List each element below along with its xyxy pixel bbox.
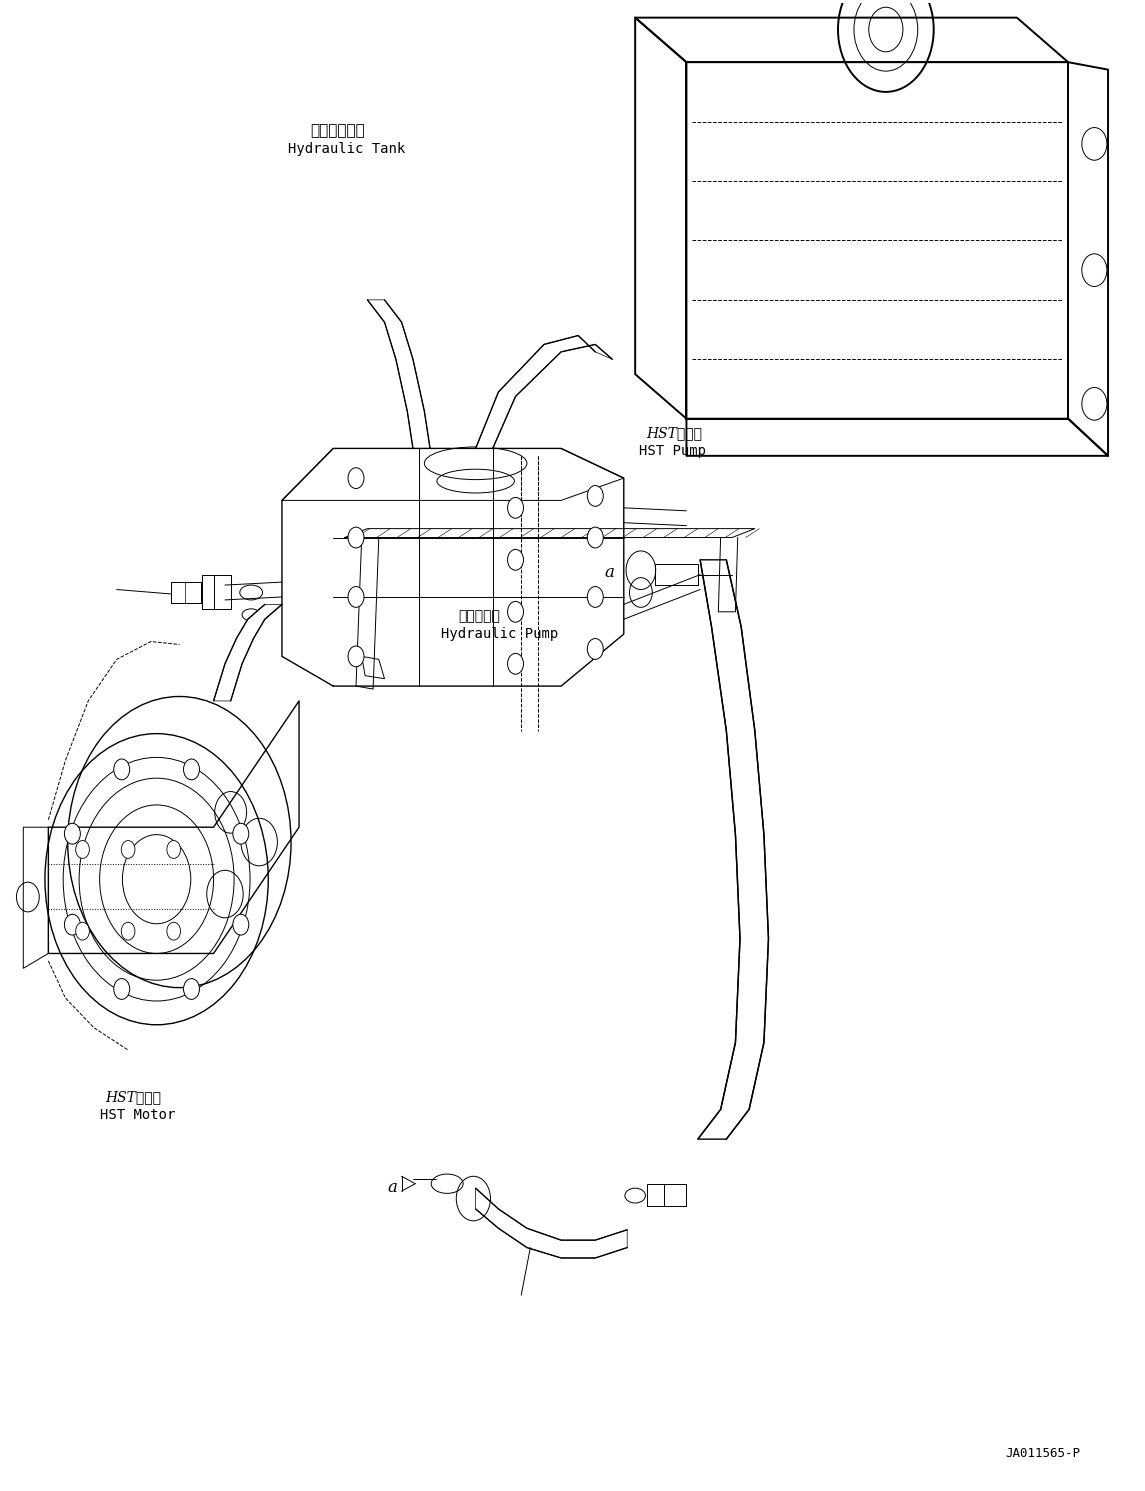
Circle shape bbox=[587, 486, 603, 507]
Circle shape bbox=[587, 528, 603, 547]
Circle shape bbox=[183, 978, 199, 999]
Text: HSTモータ: HSTモータ bbox=[105, 1090, 161, 1105]
Text: JA011565-P: JA011565-P bbox=[1005, 1446, 1081, 1460]
Circle shape bbox=[121, 923, 135, 941]
Text: HST Pump: HST Pump bbox=[639, 444, 705, 458]
Circle shape bbox=[507, 498, 523, 519]
Circle shape bbox=[167, 841, 181, 859]
Circle shape bbox=[348, 586, 364, 607]
Polygon shape bbox=[697, 559, 768, 1139]
Polygon shape bbox=[475, 1188, 627, 1258]
Text: 作動油タンク: 作動油タンク bbox=[310, 125, 365, 139]
Circle shape bbox=[348, 646, 364, 666]
Circle shape bbox=[113, 978, 129, 999]
Text: a: a bbox=[605, 564, 614, 581]
Circle shape bbox=[232, 914, 248, 935]
Circle shape bbox=[121, 841, 135, 859]
Circle shape bbox=[167, 923, 181, 941]
Circle shape bbox=[507, 653, 523, 674]
Circle shape bbox=[76, 923, 89, 941]
Text: Hydraulic Tank: Hydraulic Tank bbox=[287, 143, 405, 157]
Circle shape bbox=[64, 823, 80, 844]
Circle shape bbox=[587, 638, 603, 659]
Circle shape bbox=[232, 823, 248, 844]
Circle shape bbox=[64, 914, 80, 935]
Polygon shape bbox=[214, 604, 282, 701]
Circle shape bbox=[507, 601, 523, 622]
Circle shape bbox=[587, 586, 603, 607]
Circle shape bbox=[76, 841, 89, 859]
Text: HST Motor: HST Motor bbox=[100, 1108, 175, 1121]
Text: 油圧ポンプ: 油圧ポンプ bbox=[458, 608, 500, 623]
Polygon shape bbox=[368, 300, 431, 449]
Text: HSTポンプ: HSTポンプ bbox=[647, 426, 703, 440]
Circle shape bbox=[183, 759, 199, 780]
Text: a: a bbox=[388, 1179, 397, 1196]
Text: Hydraulic Pump: Hydraulic Pump bbox=[442, 626, 559, 641]
Circle shape bbox=[348, 528, 364, 547]
Polygon shape bbox=[475, 335, 613, 449]
Circle shape bbox=[348, 468, 364, 489]
Circle shape bbox=[507, 549, 523, 570]
Circle shape bbox=[113, 759, 129, 780]
